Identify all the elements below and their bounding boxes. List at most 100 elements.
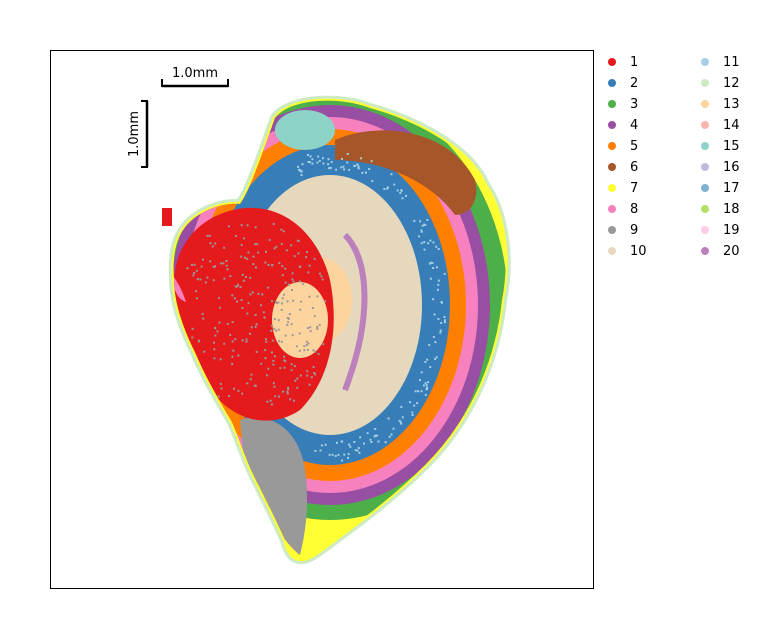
legend-marker: [701, 121, 709, 129]
cluster-9-spot: [231, 355, 234, 358]
cluster-11-spot: [343, 453, 346, 456]
cluster-11-spot: [324, 443, 327, 446]
cluster-11-spot: [443, 272, 446, 275]
cluster-9-spot: [312, 366, 315, 368]
plot-frame: [50, 50, 594, 589]
cluster-9-spot: [223, 246, 226, 249]
cluster-9-spot: [282, 230, 285, 233]
cluster-9-spot: [226, 322, 229, 325]
cluster-9-spot: [246, 257, 249, 260]
cluster-9-spot: [311, 307, 314, 309]
tissue-section: [162, 95, 511, 565]
cluster-9-spot: [219, 306, 222, 309]
cluster-9-spot: [306, 348, 309, 351]
cluster-9-spot: [245, 340, 248, 343]
legend-marker: [701, 58, 709, 66]
cluster-11-spot: [337, 453, 340, 456]
cluster-11-spot: [423, 241, 426, 244]
cluster-9-spot: [214, 242, 217, 245]
cluster-11-spot: [421, 224, 424, 227]
cluster-9-spot: [226, 268, 229, 271]
cluster-9-spot: [214, 265, 216, 268]
cluster-9-spot: [219, 382, 222, 385]
cluster-9-spot: [287, 388, 290, 391]
cluster-9-spot: [240, 224, 243, 227]
cluster-11-spot: [370, 160, 373, 163]
cluster-9-spot: [250, 373, 253, 376]
cluster-11-spot: [346, 153, 349, 155]
cluster-11-spot: [347, 453, 350, 455]
cluster-9-spot: [213, 348, 216, 351]
cluster-9-spot: [201, 313, 204, 315]
cluster-9-spot: [271, 339, 274, 342]
legend-label: 15: [723, 138, 740, 154]
cluster-9-spot: [284, 334, 287, 337]
cluster-11-spot: [376, 434, 378, 437]
cluster-9-spot: [273, 318, 276, 321]
cluster-9-spot: [236, 285, 239, 288]
cluster-9-spot: [297, 239, 300, 242]
legend-marker: [608, 142, 616, 150]
cluster-9-spot: [267, 367, 270, 370]
cluster-9-spot: [291, 272, 294, 275]
cluster-9-spot: [298, 265, 301, 268]
cluster-9-spot: [267, 264, 270, 266]
cluster-9-spot: [234, 285, 237, 288]
cluster-9-spot: [273, 355, 276, 358]
cluster-11-spot: [440, 322, 443, 324]
cluster-9-spot: [257, 251, 260, 254]
cluster-11-spot: [335, 168, 338, 171]
cluster-9-spot: [233, 297, 236, 300]
cluster-9-spot: [264, 349, 267, 352]
cluster-9-spot: [222, 262, 225, 265]
cluster-11-spot: [437, 283, 440, 286]
cluster-9-spot: [272, 223, 275, 225]
cluster-9-spot: [267, 286, 270, 289]
cluster-11-spot: [331, 453, 334, 456]
cluster-11-spot: [433, 313, 436, 316]
legend-item-6: 6: [608, 158, 638, 176]
cluster-9-spot: [269, 399, 272, 402]
cluster-9-spot: [234, 338, 237, 341]
cluster-9-spot: [273, 247, 276, 250]
cluster-9-spot: [254, 325, 257, 328]
cluster-9-spot: [272, 382, 275, 385]
cluster-11-spot: [359, 436, 362, 439]
cluster-9-spot: [249, 332, 251, 335]
cluster-11-spot: [399, 191, 402, 194]
cluster-9-spot: [206, 234, 209, 237]
cluster-9-spot: [236, 300, 238, 303]
cluster-9-spot: [220, 387, 223, 390]
cluster-11-spot: [393, 183, 396, 186]
legend-marker: [608, 184, 616, 192]
cluster-9-spot: [318, 272, 321, 275]
cluster-9-spot: [237, 389, 240, 392]
legend-marker: [701, 100, 709, 108]
cluster-1-region: [174, 207, 334, 421]
cluster-9-spot: [300, 300, 303, 303]
legend-label: 16: [723, 159, 740, 175]
legend-label: 4: [630, 117, 639, 133]
cluster-11-spot: [411, 414, 414, 416]
cluster-9-spot: [324, 300, 327, 303]
cluster-9-spot: [316, 328, 319, 330]
cluster-9-spot: [268, 239, 271, 241]
legend-label: 13: [723, 96, 740, 112]
legend-marker: [701, 163, 709, 171]
cluster-9-spot: [297, 252, 300, 255]
legend-label: 20: [723, 243, 740, 259]
cluster-9-spot: [199, 278, 202, 281]
cluster-11-spot: [437, 248, 440, 250]
cluster-9-spot: [290, 363, 293, 366]
cluster-9-spot: [271, 264, 274, 266]
legend-item-13: 13: [701, 95, 740, 113]
cluster-9-spot: [290, 369, 293, 372]
cluster-11-spot: [419, 379, 421, 382]
cluster-9-spot: [305, 256, 308, 259]
cluster-11-spot: [426, 386, 428, 389]
legend-marker: [608, 226, 616, 234]
cluster-9-spot: [231, 321, 234, 323]
cluster-11-spot: [427, 381, 430, 384]
legend-item-18: 18: [701, 200, 740, 218]
